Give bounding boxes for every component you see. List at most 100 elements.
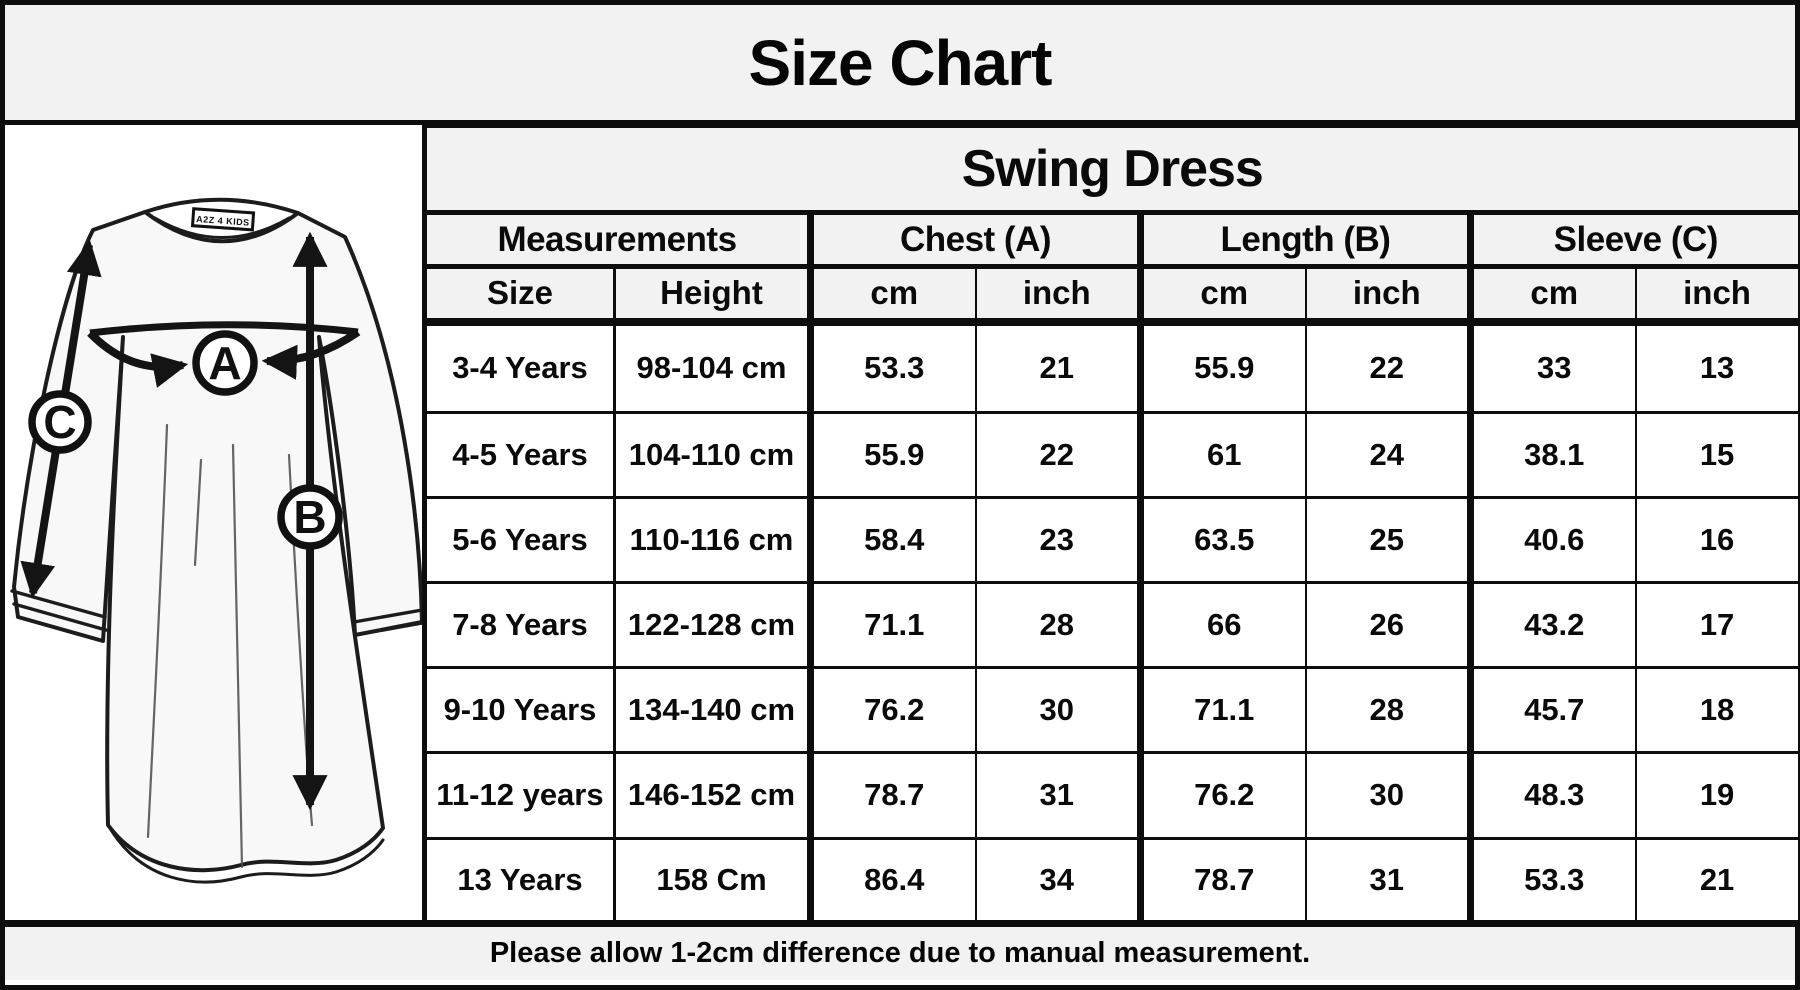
chest-marker-letter: A	[208, 337, 241, 389]
table-row: 9-10 Years 134-140 cm 76.2 30 71.1 28 45.7 18	[424, 666, 1798, 755]
subheader-length-inch: inch	[1304, 265, 1472, 326]
chest-cm-cell: 53.3	[807, 320, 977, 414]
hem-line	[106, 823, 385, 884]
footer-note-bar: Please allow 1-2cm difference due to man…	[5, 920, 1795, 980]
length-cm-cell: 71.1	[1137, 666, 1307, 755]
length-inch-cell: 30	[1304, 751, 1472, 840]
chest-arrow-right	[261, 328, 361, 380]
subheader-length-cm: cm	[1137, 265, 1307, 326]
length-inch-cell: 26	[1304, 581, 1472, 670]
size-cell: 3-4 Years	[424, 320, 616, 414]
subheader-chest-cm: cm	[807, 265, 977, 326]
collar	[143, 197, 300, 215]
height-cell: 104-110 cm	[613, 410, 812, 499]
table-row: 3-4 Years 98-104 cm 53.3 21 55.9 22 33 13	[424, 320, 1798, 414]
chest-marker: A	[192, 330, 258, 396]
sleeve-cm-cell: 45.7	[1467, 666, 1637, 755]
table-row: 7-8 Years 122-128 cm 71.1 28 66 26 43.2 17	[424, 581, 1798, 670]
length-cm-cell: 55.9	[1137, 320, 1307, 414]
length-header: Length (B)	[1137, 211, 1472, 269]
length-inch-cell: 28	[1304, 666, 1472, 755]
chest-cm-cell: 76.2	[807, 666, 977, 755]
subheader-chest-inch: inch	[974, 265, 1142, 326]
size-cell: 11-12 years	[424, 751, 616, 840]
sleeve-cm-cell: 48.3	[1467, 751, 1637, 840]
sleeve-inch-cell: 21	[1634, 836, 1798, 920]
sleeve-inch-cell: 15	[1634, 410, 1798, 499]
page-title: Size Chart	[748, 26, 1053, 99]
sleeve-cm-cell: 53.3	[1467, 836, 1637, 920]
sleeve-cm-cell: 40.6	[1467, 495, 1637, 585]
sleeve-inch-cell: 13	[1634, 320, 1798, 414]
subheader-sleeve-cm: cm	[1467, 265, 1637, 326]
collar-brand-tag: A2Z 4 KIDS	[190, 207, 256, 232]
table-row: 11-12 years 146-152 cm 78.7 31 76.2 30 48.3 19	[424, 751, 1798, 840]
sleeve-inch-cell: 19	[1634, 751, 1798, 840]
table-row: 13 Years 158 Cm 86.4 34 78.7 31 53.3 21	[424, 836, 1798, 920]
title-banner: Size Chart	[5, 5, 1795, 125]
height-cell: 134-140 cm	[613, 666, 812, 755]
sleeve-cm-cell: 43.2	[1467, 581, 1637, 670]
chest-inch-cell: 34	[974, 836, 1142, 920]
sleeve-cm-cell: 33	[1467, 320, 1637, 414]
length-cm-cell: 66	[1137, 581, 1307, 670]
skirt-fold	[231, 443, 244, 869]
sleeve-marker: C	[28, 390, 92, 454]
chest-inch-cell: 21	[974, 320, 1142, 414]
product-title: Swing Dress	[424, 125, 1798, 215]
sleeve-inch-cell: 16	[1634, 495, 1798, 585]
size-table: Swing Dress Measurements Chest (A) Lengt…	[422, 125, 1798, 920]
chest-arrow-left	[87, 330, 189, 388]
size-table-body: 3-4 Years 98-104 cm 53.3 21 55.9 22 33 13 4-5 Ye…	[424, 320, 1798, 920]
dress-sketch: A2Z 4 KIDS	[10, 197, 422, 884]
sleeve-header: Sleeve (C)	[1466, 211, 1798, 269]
chest-inch-cell: 23	[974, 495, 1142, 585]
subheader-height: Height	[613, 265, 812, 326]
length-cm-cell: 76.2	[1137, 751, 1307, 840]
length-inch-cell: 31	[1304, 836, 1472, 920]
right-cuff	[352, 608, 422, 637]
size-cell: 4-5 Years	[424, 410, 616, 499]
dress-diagram-panel: A2Z 4 KIDS	[5, 125, 422, 920]
chest-cm-cell: 55.9	[807, 410, 977, 499]
size-cell: 9-10 Years	[424, 666, 616, 755]
height-cell: 98-104 cm	[613, 320, 812, 414]
chest-cm-cell: 58.4	[807, 495, 977, 585]
content-area: A2Z 4 KIDS	[5, 125, 1798, 920]
length-marker-letter: B	[293, 491, 326, 543]
size-cell: 5-6 Years	[424, 495, 616, 585]
length-inch-cell: 24	[1304, 410, 1472, 499]
chest-inch-cell: 28	[974, 581, 1142, 670]
chest-inch-cell: 31	[974, 751, 1142, 840]
subheader-size: Size	[424, 265, 616, 326]
footer-note: Please allow 1-2cm difference due to man…	[489, 937, 1311, 969]
skirt-fold	[193, 458, 203, 567]
size-table-wrap: Swing Dress Measurements Chest (A) Lengt…	[422, 125, 1798, 920]
product-header-row: Swing Dress	[424, 125, 1798, 215]
height-cell: 146-152 cm	[613, 751, 812, 840]
chest-inch-cell: 22	[974, 410, 1142, 499]
chest-header: Chest (A)	[807, 211, 1142, 269]
height-cell: 122-128 cm	[613, 581, 812, 670]
length-cm-cell: 63.5	[1137, 495, 1307, 585]
length-inch-cell: 25	[1304, 495, 1472, 585]
chest-loop	[89, 321, 359, 337]
sleeve-inch-cell: 18	[1634, 666, 1798, 755]
chest-cm-cell: 86.4	[807, 836, 977, 920]
group-header-row: Measurements Chest (A) Length (B) Sleeve…	[424, 211, 1798, 269]
sleeve-marker-letter: C	[43, 396, 76, 448]
sleeve-cm-cell: 38.1	[1467, 410, 1637, 499]
measurements-header: Measurements	[424, 211, 812, 269]
subheader-sleeve-inch: inch	[1634, 265, 1798, 326]
table-row: 5-6 Years 110-116 cm 58.4 23 63.5 25 40.6 16	[424, 495, 1798, 585]
length-cm-cell: 78.7	[1137, 836, 1307, 920]
collar-brand-label: A2Z 4 KIDS	[196, 214, 250, 228]
chest-cm-cell: 78.7	[807, 751, 977, 840]
size-cell: 13 Years	[424, 836, 616, 920]
table-row: 4-5 Years 104-110 cm 55.9 22 61 24 38.1 15	[424, 410, 1798, 499]
sleeve-inch-cell: 17	[1634, 581, 1798, 670]
length-marker: B	[277, 484, 343, 550]
chest-cm-cell: 71.1	[807, 581, 977, 670]
length-cm-cell: 61	[1137, 410, 1307, 499]
